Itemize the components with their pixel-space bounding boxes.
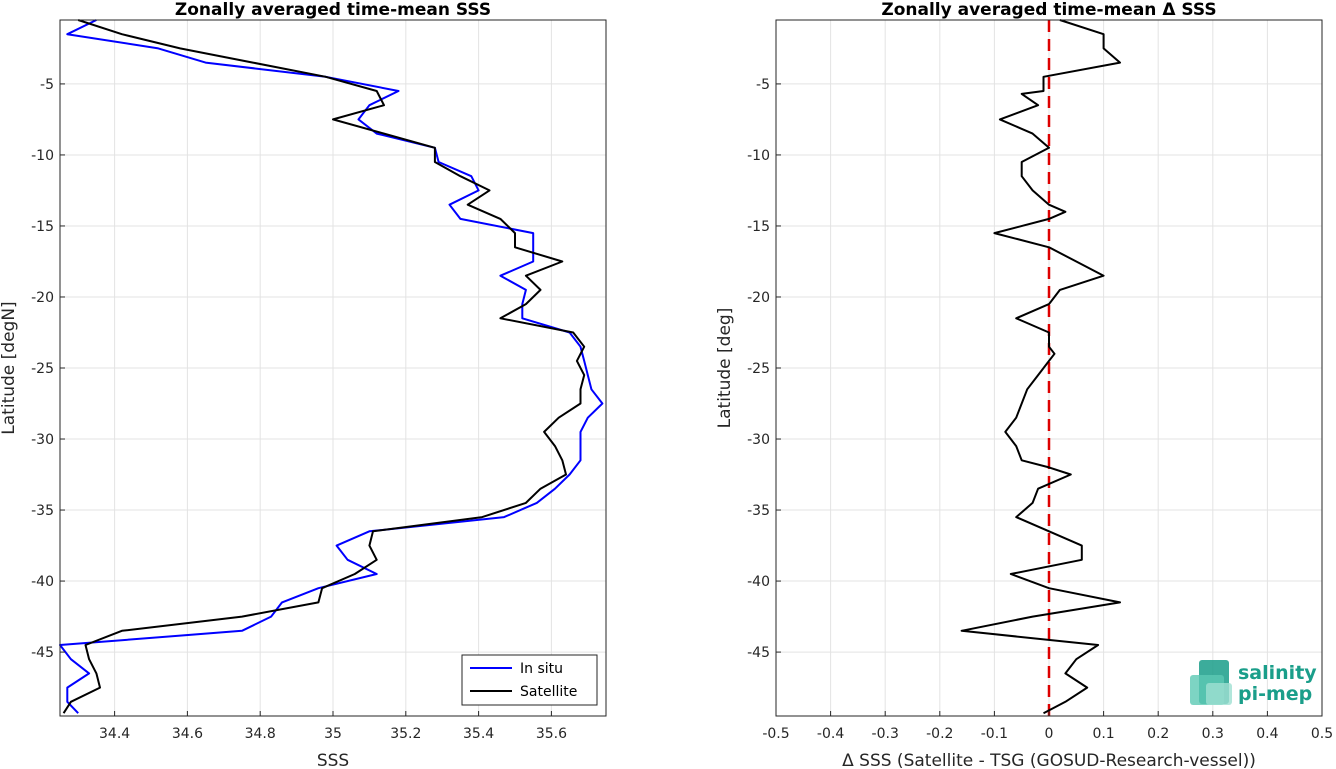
y-tick-label: -10: [31, 148, 54, 164]
x-tick-label: 0: [1045, 726, 1054, 742]
x-tick-label: 35.2: [390, 726, 421, 742]
x-tick-label: 34.6: [172, 726, 203, 742]
left-y-axis-label: Latitude [degN]: [0, 301, 19, 434]
right-series-lines: [960, 19, 1121, 715]
x-tick-label: 34.8: [245, 726, 276, 742]
left-chart-title: Zonally averaged time-mean SSS: [175, 0, 491, 20]
x-tick-label: -0.4: [817, 726, 844, 742]
left-grid: [60, 20, 606, 716]
right-x-axis-label: Δ SSS (Satellite - TSG (GOSUD-Research-v…: [842, 751, 1256, 769]
y-tick-label: -35: [747, 503, 770, 519]
series-line-0: [59, 19, 604, 714]
x-tick-label: -0.5: [762, 726, 789, 742]
right-chart-title: Zonally averaged time-mean Δ SSS: [881, 0, 1216, 20]
left-panel-sss: 34.4 34.6 34.8 35 35.2 35.4 35.6 -5 -10 -15 -20 -2…: [0, 0, 607, 769]
y-tick-label: -40: [747, 574, 770, 590]
series-line-1: [62, 19, 586, 714]
x-tick-label: 0.1: [1092, 726, 1114, 742]
x-tick-label: -0.3: [872, 726, 899, 742]
left-series-lines: [59, 19, 604, 714]
left-x-axis-label: SSS: [317, 751, 349, 769]
legend-entry-satellite: Satellite: [520, 684, 577, 700]
logo-wave-icon: [1190, 660, 1232, 705]
y-tick-label: -5: [40, 77, 54, 93]
series-line-0: [960, 19, 1121, 715]
x-tick-label: -0.2: [926, 726, 953, 742]
salinity-pi-mep-logo: salinity pi-mep: [1190, 660, 1317, 705]
legend-box: [461, 654, 598, 706]
legend-entry-in-situ: In situ: [520, 661, 563, 677]
left-y-ticks: -5 -10 -15 -20 -25 -30 -35 -40 -45: [31, 77, 65, 661]
logo-text-pi-mep: pi-mep: [1238, 683, 1312, 705]
x-tick-label: 0.3: [1202, 726, 1224, 742]
y-tick-label: -40: [31, 574, 54, 590]
x-tick-label: 0.5: [1311, 726, 1333, 742]
right-y-axis-label: Latitude [deg]: [715, 308, 735, 429]
y-tick-label: -25: [747, 361, 770, 377]
x-tick-label: 34.4: [99, 726, 130, 742]
x-tick-label: 0.4: [1256, 726, 1278, 742]
logo-text-salinity: salinity: [1238, 662, 1317, 684]
y-tick-label: -45: [747, 645, 770, 661]
right-panel-delta-sss: -0.5 -0.4 -0.3 -0.2 -0.1 0 0.1 0.2 0.3 0.4 0.5 -5-…: [715, 0, 1333, 769]
legend: In situ Satellite: [461, 654, 598, 706]
x-tick-label: 35.4: [463, 726, 494, 742]
right-y-ticks: -5 -10 -15 -20 -25 -30 -35 -40 -45: [747, 77, 781, 661]
left-x-ticks: 34.4 34.6 34.8 35 35.2 35.4 35.6: [99, 711, 567, 742]
y-tick-label: -20: [747, 290, 770, 306]
y-tick-label: -25: [31, 361, 54, 377]
y-tick-label: -10: [747, 148, 770, 164]
y-tick-label: -15: [747, 219, 770, 235]
y-tick-label: -30: [31, 432, 54, 448]
x-tick-label: 35.6: [536, 726, 567, 742]
y-tick-label: -5: [756, 77, 770, 93]
x-tick-label: 0.2: [1147, 726, 1169, 742]
right-x-ticks: -0.5 -0.4 -0.3 -0.2 -0.1 0 0.1 0.2 0.3 0.4 0.5: [762, 711, 1333, 742]
y-tick-label: -35: [31, 503, 54, 519]
y-tick-label: -20: [31, 290, 54, 306]
x-tick-label: 35: [324, 726, 342, 742]
y-tick-label: -30: [747, 432, 770, 448]
y-tick-label: -15: [31, 219, 54, 235]
y-tick-label: -45: [31, 645, 54, 661]
x-tick-label: -0.1: [981, 726, 1008, 742]
